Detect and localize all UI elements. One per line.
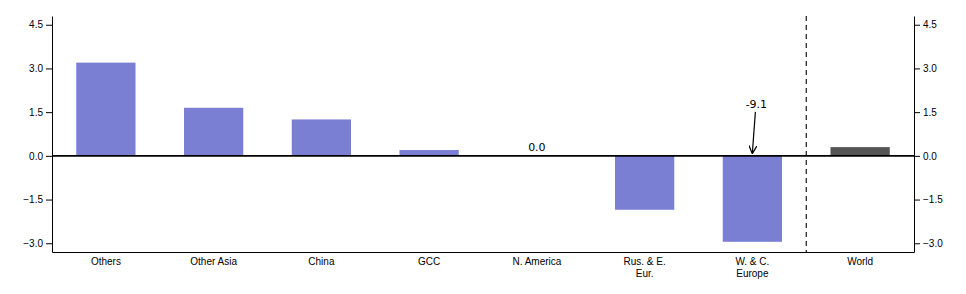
- y2-tick: −3.0: [914, 238, 943, 249]
- bars: [76, 63, 890, 242]
- x-tick: GCC: [418, 252, 440, 267]
- y-tick: −3.0: [23, 238, 52, 249]
- bar: [399, 150, 458, 156]
- x-axis-line: [53, 252, 915, 253]
- y-tick: −1.5: [23, 194, 52, 205]
- y-tick-label: 3.0: [29, 63, 43, 74]
- y2-tick-label: 3.0: [923, 63, 937, 74]
- y-tick-label: 0.0: [29, 151, 43, 162]
- y2-axis-line: [914, 17, 915, 253]
- y-tick-mark: [46, 25, 52, 26]
- x-tick-label: W. & C.Europe: [735, 256, 769, 279]
- annotation-arrow: [752, 112, 755, 153]
- y-tick-mark: [46, 68, 52, 69]
- x-tick: N. America: [512, 252, 561, 267]
- zero-line: [52, 155, 914, 157]
- y2-tick: 3.0: [914, 63, 937, 74]
- y-tick-label: 4.5: [29, 19, 43, 30]
- y2-tick-label: −1.5: [923, 194, 943, 205]
- y-tick-label: −3.0: [23, 238, 43, 249]
- x-tick: World: [847, 252, 873, 267]
- y-tick-mark: [46, 200, 52, 201]
- x-tick: W. & C.Europe: [735, 252, 769, 279]
- y-tick-mark: [46, 156, 52, 157]
- x-tick-label: Other Asia: [190, 256, 237, 267]
- x-tick: Others: [91, 252, 121, 267]
- y2-tick-mark: [914, 112, 920, 113]
- bar: [76, 63, 135, 156]
- annotations: -9.1 0.0: [528, 98, 767, 154]
- x-tick-label: World: [847, 256, 873, 267]
- y2-axis: −3.0 −1.5 0.0 1.5 3.0 4.5: [914, 17, 943, 253]
- y-axis-line: [52, 17, 53, 253]
- x-axis: Others Other Asia China GCC N. America Rus. &…: [53, 252, 915, 279]
- x-tick: Other Asia: [190, 252, 237, 267]
- separator: [806, 16, 807, 252]
- y-tick: 4.5: [29, 19, 52, 30]
- x-tick: Rus. & E.Eur.: [624, 252, 666, 279]
- y-tick: 0.0: [29, 151, 52, 162]
- annotation: -9.1: [746, 98, 767, 111]
- y2-tick-label: 0.0: [923, 151, 937, 162]
- y2-tick: 1.5: [914, 107, 937, 118]
- y2-tick-mark: [914, 243, 920, 244]
- y2-tick-mark: [914, 200, 920, 201]
- y2-tick-mark: [914, 25, 920, 26]
- y-tick: 1.5: [29, 107, 52, 118]
- x-tick-label: Others: [91, 256, 121, 267]
- x-tick: China: [308, 252, 335, 267]
- bar: [615, 156, 674, 210]
- y2-tick: 4.5: [914, 19, 937, 30]
- x-tick-label: Rus. & E.Eur.: [624, 256, 666, 279]
- x-tick-label: N. America: [512, 256, 561, 267]
- y2-tick: 0.0: [914, 151, 937, 162]
- y2-tick-label: 1.5: [923, 107, 937, 118]
- x-tick-label: GCC: [418, 256, 440, 267]
- bar: [723, 156, 782, 242]
- plot: −3.0 −1.5 0.0 1.5 3.0 4.5 −3.0 −1.5 0.0 1.5 3.0 4.5…: [23, 16, 943, 279]
- chart: −3.0 −1.5 0.0 1.5 3.0 4.5 −3.0 −1.5 0.0 1.5 3.0 4.5…: [0, 0, 966, 294]
- bar: [830, 147, 889, 156]
- y2-tick-mark: [914, 156, 920, 157]
- y2-tick: −1.5: [914, 194, 943, 205]
- x-tick-label: China: [308, 256, 335, 267]
- y2-tick-mark: [914, 68, 920, 69]
- y-tick-mark: [46, 243, 52, 244]
- y2-tick-label: −3.0: [923, 238, 943, 249]
- annotation: 0.0: [528, 141, 546, 154]
- y-axis: −3.0 −1.5 0.0 1.5 3.0 4.5: [23, 17, 52, 253]
- y-tick-label: −1.5: [23, 194, 43, 205]
- bar: [292, 119, 351, 155]
- y-tick-label: 1.5: [29, 107, 43, 118]
- y-tick-mark: [46, 112, 52, 113]
- y2-tick-label: 4.5: [923, 19, 937, 30]
- bar: [184, 108, 243, 156]
- y-tick: 3.0: [29, 63, 52, 74]
